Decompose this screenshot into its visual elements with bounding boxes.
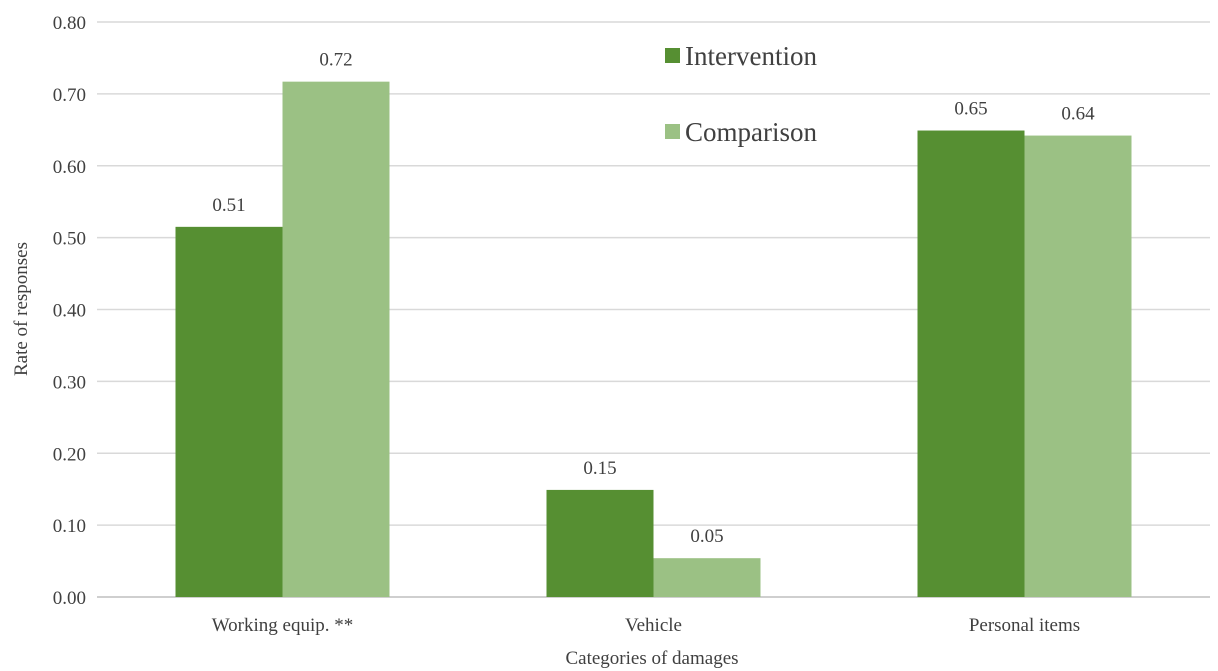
- y-tick-label: 0.40: [53, 301, 86, 322]
- legend-swatch-comparison: [665, 124, 680, 139]
- data-label-intervention-0: 0.51: [212, 195, 245, 216]
- x-category-label: Vehicle: [625, 615, 682, 636]
- bar-intervention-2: [917, 130, 1025, 597]
- y-tick-label: 0.60: [53, 157, 86, 178]
- y-axis-title: Rate of responses: [11, 242, 32, 376]
- y-tick-label: 0.10: [53, 516, 86, 537]
- x-category-label: Working equip. **: [212, 615, 353, 636]
- data-label-comparison-2: 0.64: [1061, 104, 1095, 125]
- data-label-comparison-0: 0.72: [319, 50, 352, 71]
- data-label-intervention-2: 0.65: [954, 99, 987, 120]
- bar-comparison-0: [282, 81, 390, 597]
- y-tick-label: 0.50: [53, 229, 86, 250]
- y-tick-label: 0.30: [53, 372, 86, 393]
- data-labels: 0.51 0.72 0.15 0.05 0.65 0.64: [212, 50, 1095, 548]
- bar-intervention-0: [175, 226, 283, 597]
- bar-intervention-1: [546, 489, 654, 597]
- bars: [175, 81, 1132, 597]
- x-category-label: Personal items: [969, 615, 1080, 636]
- data-label-comparison-1: 0.05: [690, 526, 723, 547]
- y-tick-label: 0.70: [53, 85, 86, 106]
- legend-label-comparison: Comparison: [685, 117, 817, 147]
- y-tick-labels: 0.00 0.10 0.20 0.30 0.40 0.50 0.60 0.70 0.80: [53, 13, 86, 609]
- bar-comparison-1: [653, 558, 761, 597]
- legend-label-intervention: Intervention: [685, 41, 817, 71]
- data-label-intervention-1: 0.15: [583, 458, 616, 479]
- y-tick-label: 0.20: [53, 444, 86, 465]
- bar-comparison-2: [1024, 135, 1132, 597]
- y-tick-label: 0.00: [53, 588, 86, 609]
- x-category-labels: Working equip. ** Vehicle Personal items: [212, 615, 1080, 636]
- legend: Intervention Comparison: [665, 41, 817, 147]
- legend-swatch-intervention: [665, 48, 680, 63]
- y-tick-label: 0.80: [53, 13, 86, 34]
- x-axis-title: Categories of damages: [565, 648, 738, 669]
